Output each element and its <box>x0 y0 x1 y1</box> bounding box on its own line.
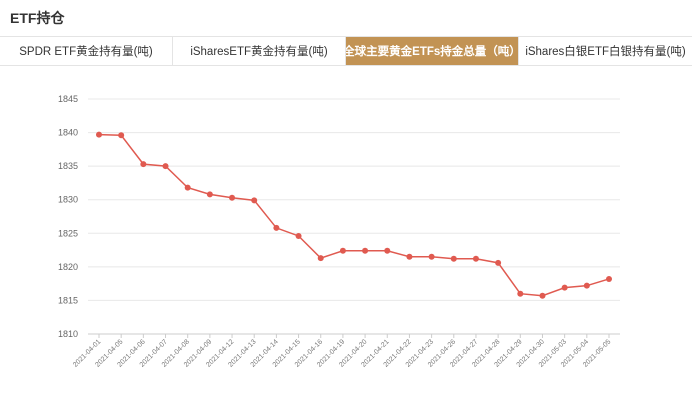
tab-global-gold-etfs[interactable]: 全球主要黄金ETFs持金总量（吨） <box>346 37 519 65</box>
data-point <box>539 292 546 299</box>
data-point <box>140 161 147 168</box>
data-point <box>229 194 236 201</box>
data-point <box>472 255 479 262</box>
data-point <box>251 197 258 204</box>
data-point <box>428 253 435 260</box>
data-point <box>162 163 169 170</box>
y-tick-label: 1825 <box>58 228 78 238</box>
data-point <box>317 255 324 262</box>
y-tick-label: 1840 <box>58 128 78 138</box>
data-point <box>362 247 369 254</box>
y-tick-label: 1835 <box>58 161 78 171</box>
y-tick-label: 1810 <box>58 329 78 339</box>
y-tick-label: 1815 <box>58 295 78 305</box>
data-point <box>384 247 391 254</box>
data-point <box>96 131 102 138</box>
data-point <box>495 259 502 266</box>
data-point <box>561 284 568 291</box>
y-tick-label: 1845 <box>58 94 78 104</box>
data-point <box>295 232 302 239</box>
data-point <box>184 184 191 191</box>
tab-ishares-gold[interactable]: iSharesETF黄金持有量(吨) <box>173 37 346 65</box>
data-point <box>273 224 280 231</box>
data-point <box>339 247 346 254</box>
y-tick-label: 1820 <box>58 262 78 272</box>
data-point <box>450 255 457 262</box>
data-point <box>206 191 213 198</box>
data-point <box>606 275 612 282</box>
data-point <box>406 253 413 260</box>
panel-title: ETF持仓 <box>10 10 65 26</box>
tab-ishares-silver[interactable]: iShares白银ETF白银持有量(吨) <box>525 46 686 58</box>
data-point <box>118 132 125 139</box>
y-tick-label: 1830 <box>58 195 78 205</box>
tab-spdr-gold[interactable]: SPDR ETF黄金持有量(吨) <box>0 37 173 65</box>
line-chart: 181018151820182518301835184018452021-04-… <box>58 94 620 369</box>
tab-bar: SPDR ETF黄金持有量(吨) iSharesETF黄金持有量(吨) 全球主要… <box>0 36 692 66</box>
data-point <box>517 290 524 297</box>
data-point <box>583 282 590 289</box>
series-line <box>98 133 610 297</box>
